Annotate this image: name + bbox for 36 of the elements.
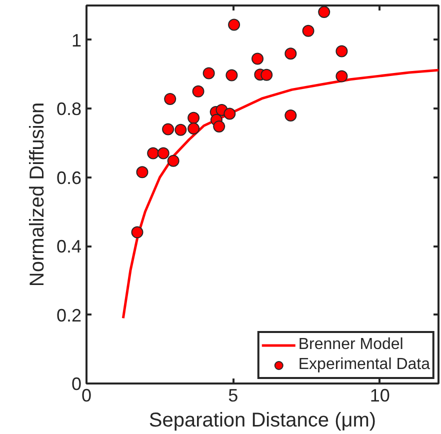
- x-axis-title: Separation Distance (μm): [148, 410, 376, 432]
- point: [228, 18, 240, 31]
- y-tick-label: 0.6: [56, 168, 82, 188]
- point: [202, 67, 215, 80]
- point: [252, 52, 264, 65]
- point: [192, 85, 204, 98]
- point: [213, 120, 226, 132]
- line-series: [122, 68, 438, 320]
- x-tick-label: 5: [228, 386, 238, 406]
- y-axis-title: Normalized Diffusion: [26, 102, 48, 287]
- y-tick-label: 0.8: [56, 99, 82, 120]
- point: [131, 226, 144, 238]
- point: [284, 48, 297, 60]
- y-tick-label: 0.4: [56, 236, 82, 257]
- x-tick-label: 10: [370, 386, 390, 406]
- point: [336, 70, 348, 82]
- legend-label: Experimental Data: [298, 356, 430, 374]
- legend-label: Brenner Model: [298, 336, 404, 354]
- point: [284, 109, 297, 122]
- point: [174, 124, 187, 136]
- y-tick-label: 0.2: [56, 305, 82, 326]
- point: [224, 108, 236, 120]
- point: [188, 122, 200, 135]
- point: [136, 166, 148, 178]
- y-tick-label: 1: [71, 30, 82, 50]
- point: [167, 154, 180, 167]
- point: [318, 6, 330, 18]
- point: [147, 147, 160, 160]
- point: [188, 112, 200, 124]
- point: [164, 92, 176, 105]
- point: [302, 24, 314, 37]
- point: [226, 69, 238, 82]
- point: [162, 123, 174, 136]
- point: [260, 68, 273, 81]
- point: [336, 45, 348, 58]
- point: [157, 147, 170, 160]
